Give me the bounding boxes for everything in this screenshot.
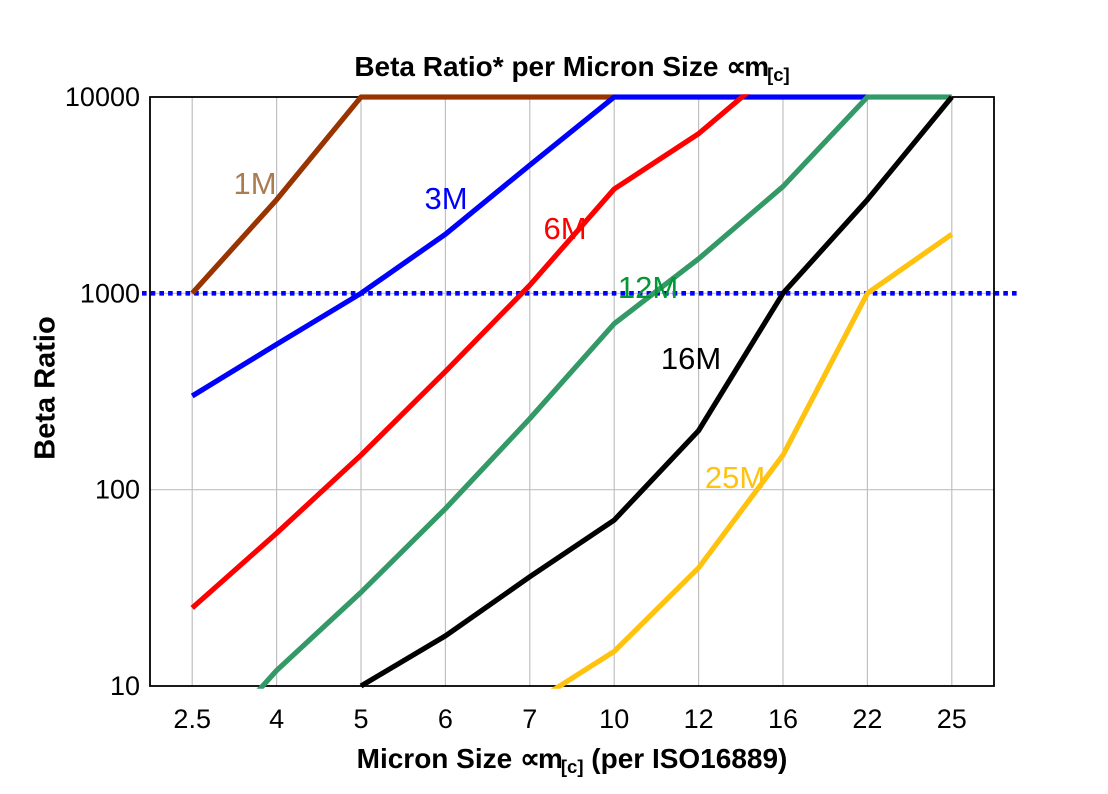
chart-title-micron-symbol: ∝m (726, 51, 769, 82)
x-tick-label: 6 (438, 704, 453, 734)
x-tick-label: 12 (684, 704, 714, 734)
y-tick-label: 10000 (65, 82, 140, 112)
series-label-3M: 3M (424, 181, 467, 216)
y-tick-label: 100 (95, 475, 140, 505)
x-tick-label: 7 (522, 704, 537, 734)
series-line-16M (359, 95, 954, 689)
series-line-25M (550, 232, 954, 689)
x-tick-label: 25 (937, 704, 967, 734)
series-line-1M (190, 94, 615, 296)
x-axis-title-text: Micron Size (356, 743, 520, 774)
x-tick-label: 5 (353, 704, 368, 734)
series-label-25M: 25M (705, 460, 765, 495)
series-line-3M (190, 94, 868, 399)
series-label-6M: 6M (543, 211, 586, 246)
series-label-12M: 12M (618, 270, 678, 305)
chart-title-text: Beta Ratio* per Micron Size (354, 51, 727, 82)
series-lines-group (190, 94, 954, 689)
x-tick-label: 4 (269, 704, 284, 734)
x-tick-label: 22 (852, 704, 882, 734)
x-tick-label: 16 (768, 704, 798, 734)
x-tick-label: 2.5 (173, 704, 211, 734)
series-line-6M (190, 94, 750, 610)
x-axis-micron-symbol: ∝m (520, 743, 563, 774)
series-label-16M: 16M (661, 341, 721, 376)
y-tick-label: 1000 (80, 278, 140, 308)
y-tick-label: 10 (110, 671, 140, 701)
series-line-12M (256, 94, 952, 689)
x-axis-subscript: [c] (560, 756, 584, 778)
x-tick-label: 10 (599, 704, 629, 734)
chart-title-subscript: [c] (767, 64, 790, 86)
series-label-1M: 1M (233, 166, 276, 201)
x-axis-title-suffix: (per ISO16889) (583, 743, 788, 774)
x-axis-title: Micron Size ∝m[c] (per ISO16889) (150, 742, 994, 778)
chart-title: Beta Ratio* per Micron Size ∝m[c] (150, 50, 994, 86)
